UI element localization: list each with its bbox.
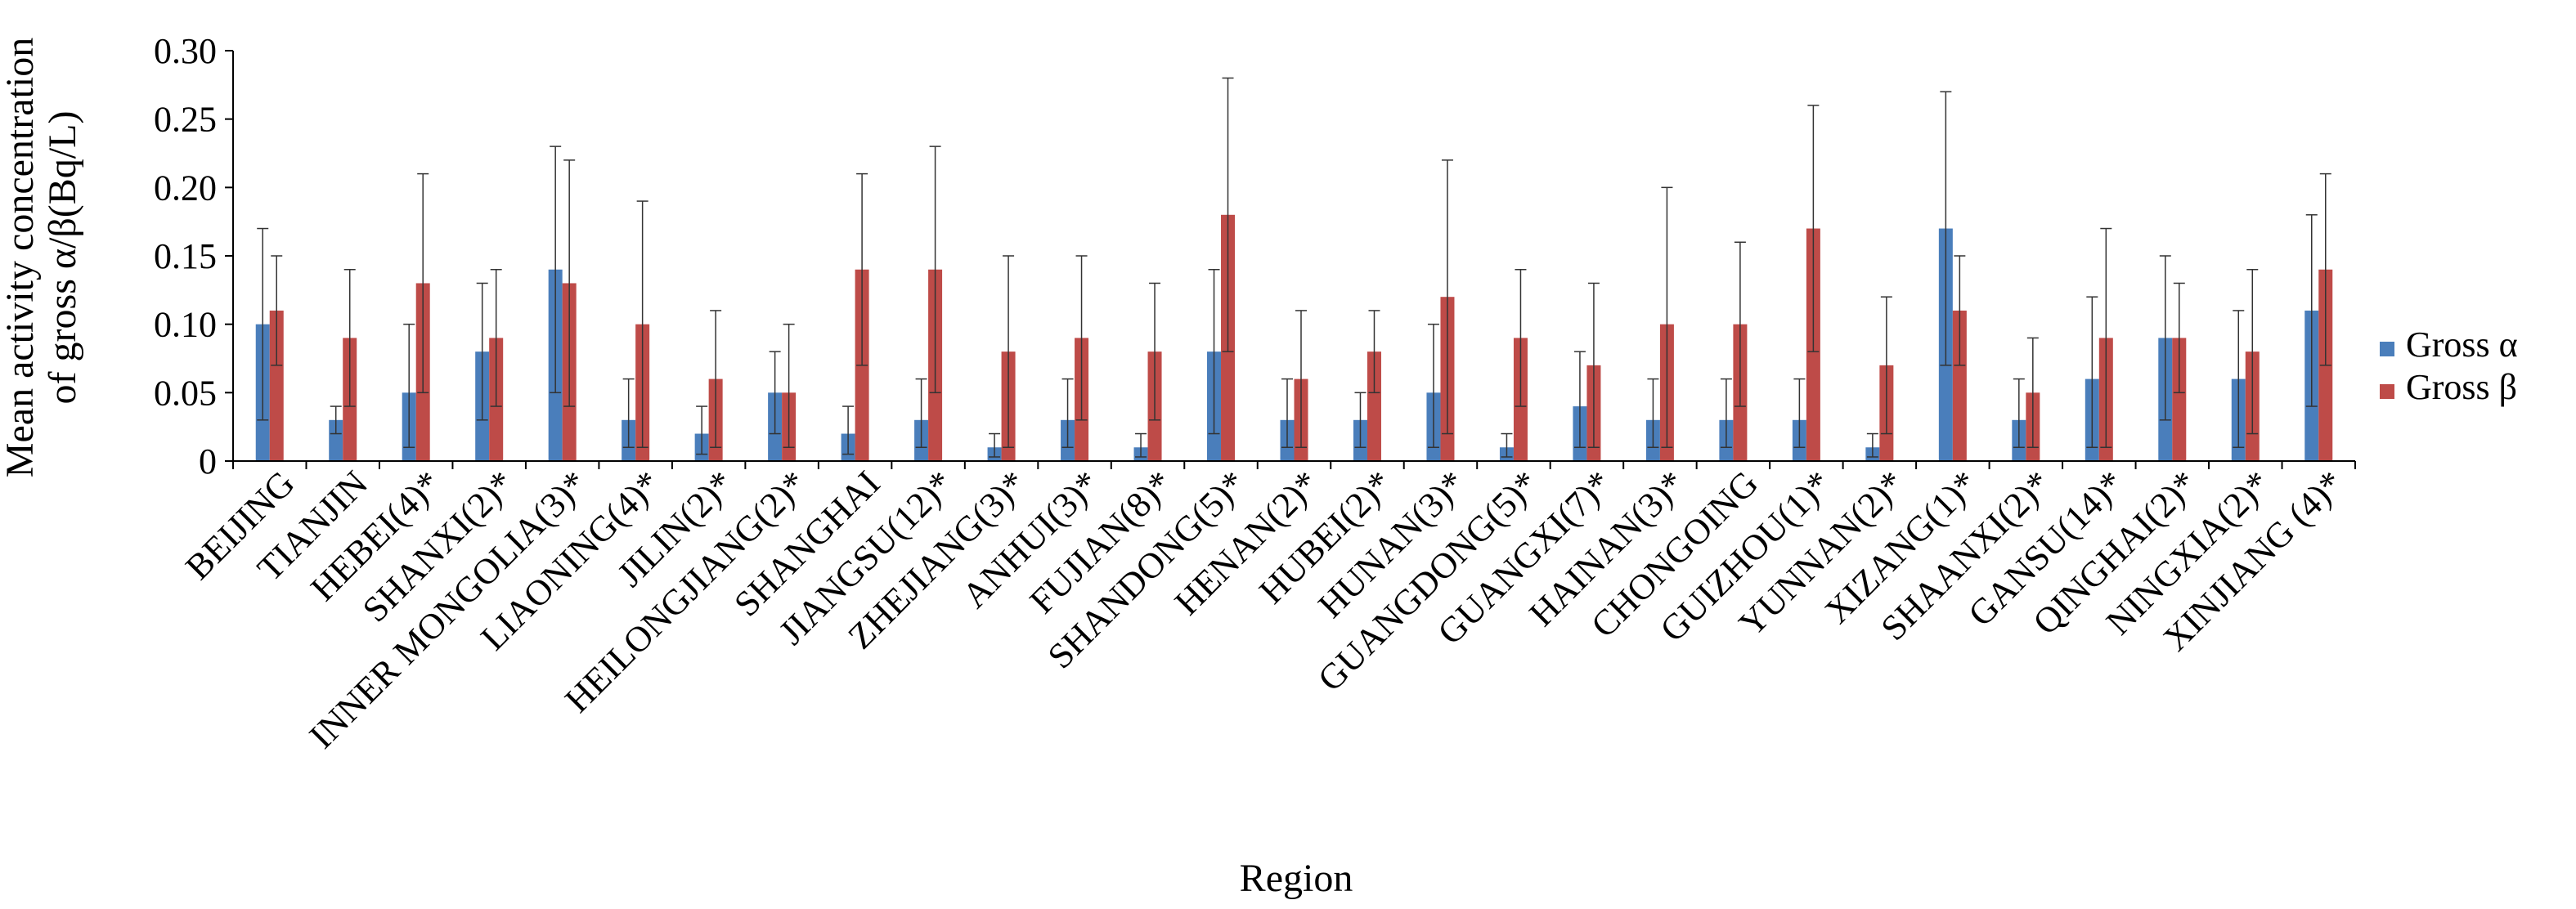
- y-tick-label: 0.10: [154, 305, 217, 345]
- y-tick-label: 0.30: [154, 31, 217, 71]
- bar-gross-beta-0: [269, 310, 284, 461]
- legend-label-gross-alpha: Gross α: [2406, 325, 2518, 365]
- x-axis-title-text: Region: [1240, 857, 1353, 900]
- bar-gross-alpha-1: [329, 419, 343, 461]
- y-tick-label: 0.25: [154, 100, 217, 140]
- x-axis-title: Region: [1240, 857, 1353, 900]
- y-tick-label: 0.05: [154, 373, 217, 413]
- legend-swatch-gross-alpha: [2380, 342, 2394, 356]
- axes: [225, 50, 2356, 469]
- legend-swatch-gross-beta: [2380, 384, 2394, 399]
- bar-gross-beta-15: [1367, 352, 1381, 461]
- y-tick-label: 0: [199, 441, 217, 481]
- y-axis-title: Mean activity concentration of gross α/β(…: [0, 38, 84, 477]
- y-tick-labels: 0 0.05 0.10 0.15 0.20 0.25 0.30: [154, 31, 217, 481]
- y-tick-label: 0.15: [154, 236, 217, 276]
- y-tick-label: 0.20: [154, 168, 217, 208]
- bar-gross-beta-26: [2172, 338, 2187, 461]
- bar-gross-beta-23: [1952, 310, 1967, 461]
- legend-label-gross-beta: Gross β: [2406, 367, 2517, 407]
- y-axis-title-line-1: Mean activity concentration: [0, 38, 42, 477]
- y-axis-title-line-2: of gross α/β(Bq/L): [41, 111, 84, 405]
- error-bars: [257, 77, 2331, 458]
- bars: [255, 214, 2333, 461]
